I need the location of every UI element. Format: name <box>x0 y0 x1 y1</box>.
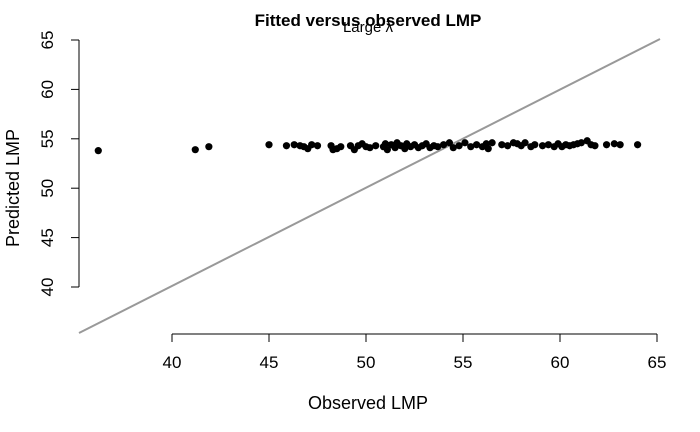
data-point <box>488 139 496 147</box>
y-tick-label: 40 <box>38 278 57 297</box>
data-point <box>538 142 547 150</box>
data-point <box>308 141 316 149</box>
x-tick-label: 50 <box>357 353 376 372</box>
y-axis-label: Predicted LMP <box>3 129 23 247</box>
data-point <box>381 140 389 148</box>
y-tick-label: 45 <box>38 228 57 247</box>
y-tick-label: 55 <box>38 129 57 148</box>
data-point <box>337 143 345 151</box>
y-tick-label: 50 <box>38 179 57 198</box>
chart-title: Fitted versus observed LMP <box>255 11 482 30</box>
data-point <box>440 141 448 149</box>
data-point <box>455 142 463 150</box>
chart-subtitle: Large λ <box>343 19 394 36</box>
data-point <box>290 141 298 149</box>
data-point <box>504 142 512 150</box>
data-point <box>472 141 481 149</box>
identity-reference-line <box>78 38 661 334</box>
data-point <box>467 143 475 151</box>
data-point <box>591 142 599 150</box>
data-point <box>544 141 552 149</box>
data-point <box>602 141 611 149</box>
data-point <box>372 142 380 150</box>
y-tick-label: 60 <box>38 80 57 99</box>
data-point <box>610 140 618 148</box>
reference-line-layer <box>78 38 661 334</box>
x-tick-label: 45 <box>260 353 279 372</box>
x-tick-label: 60 <box>551 353 570 372</box>
data-point <box>205 143 213 151</box>
y-tick-label: 65 <box>38 31 57 50</box>
data-point <box>191 146 199 154</box>
data-point <box>616 141 624 149</box>
data-point <box>484 145 492 153</box>
data-point <box>94 147 102 155</box>
data-point <box>634 141 642 149</box>
data-point <box>265 141 273 149</box>
data-point <box>366 144 374 152</box>
data-point <box>521 139 529 147</box>
data-point <box>383 146 391 154</box>
data-point <box>531 141 539 149</box>
data-point <box>577 139 585 147</box>
x-axis-label: Observed LMP <box>308 393 428 413</box>
data-point <box>434 143 442 151</box>
x-axis-ticks: 40 45 50 55 60 65 <box>163 334 667 372</box>
y-axis-ticks: 40 45 50 55 60 65 <box>38 31 79 297</box>
data-point <box>498 141 506 149</box>
data-point <box>313 142 322 150</box>
x-tick-label: 55 <box>454 353 473 372</box>
x-tick-label: 65 <box>648 353 667 372</box>
x-tick-label: 40 <box>163 353 182 372</box>
data-points <box>94 137 642 155</box>
data-point <box>445 139 454 147</box>
data-point <box>461 139 469 147</box>
data-point <box>449 144 457 152</box>
data-point <box>282 142 291 150</box>
